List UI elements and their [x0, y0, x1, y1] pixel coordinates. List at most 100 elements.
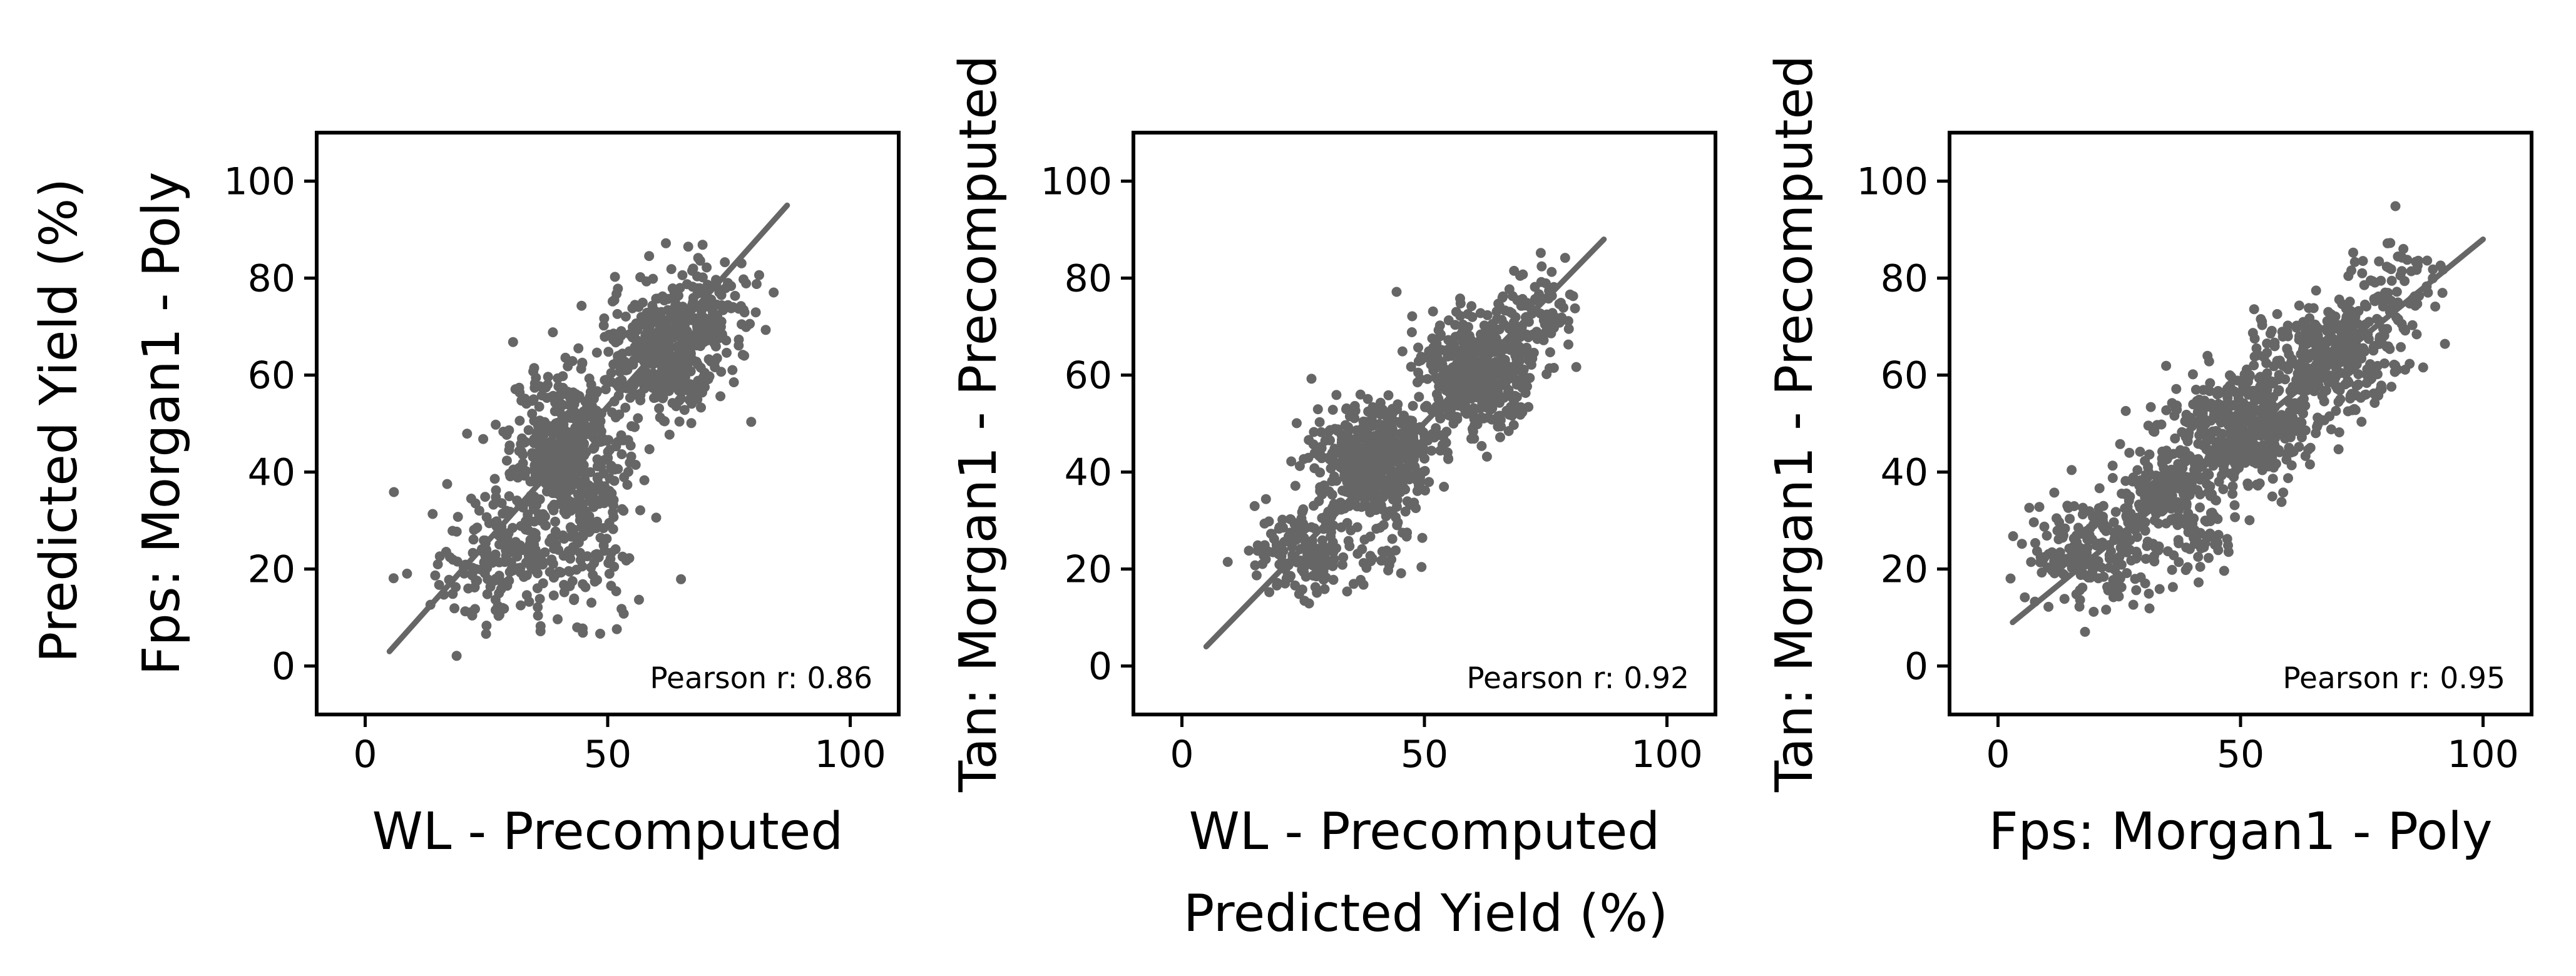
scatter-point [1329, 444, 1340, 454]
scatter-point [1301, 571, 1311, 582]
scatter-point [1312, 587, 1322, 598]
scatter-panel-1: 0 50 100 0 20 40 60 80 100 Pearson r: 0.86 WL - Pr… [132, 131, 901, 862]
scatter-point [2032, 546, 2042, 556]
scatter-point [488, 499, 499, 510]
scatter-point [1427, 429, 1438, 439]
y-axis-label: Fps: Morgan1 - Poly [132, 172, 192, 676]
scatter-point [547, 502, 558, 512]
scatter-point [691, 357, 702, 367]
scatter-point [1413, 367, 1424, 378]
scatter-point [2218, 484, 2229, 494]
scatter-point [2331, 380, 2341, 391]
scatter-point [490, 549, 501, 560]
scatter-point [1317, 535, 1327, 546]
scatter-point [2042, 531, 2052, 541]
scatter-point [2211, 495, 2221, 506]
scatter-point [1377, 491, 1388, 501]
scatter-point [702, 262, 712, 273]
scatter-point [2251, 343, 2262, 353]
scatter-point [594, 421, 605, 432]
scatter-point [631, 337, 642, 347]
scatter-point [2121, 511, 2132, 521]
scatter-point [1387, 534, 1398, 544]
scatter-point [555, 419, 566, 429]
scatter-point [1398, 482, 1409, 492]
scatter-point [1393, 454, 1404, 465]
scatter-point [1492, 313, 1503, 324]
scatter-point [1550, 312, 1560, 322]
scatter-point [2195, 562, 2205, 572]
scatter-point [1474, 347, 1485, 357]
scatter-point [2341, 303, 2351, 314]
y-tick-label: 100 [223, 160, 295, 204]
scatter-point [1244, 546, 1254, 556]
scatter-point [1250, 560, 1260, 571]
scatter-point [2193, 439, 2204, 449]
scatter-point [2222, 393, 2233, 403]
scatter-point [532, 568, 543, 579]
scatter-point [533, 611, 543, 621]
scatter-point [578, 579, 588, 589]
scatter-point [1308, 439, 1319, 450]
scatter-point [514, 546, 525, 556]
scatter-point [635, 272, 646, 282]
scatter-point [548, 327, 558, 338]
scatter-point [523, 425, 534, 435]
y-tick-label: 100 [1040, 160, 1112, 204]
scatter-point [2230, 512, 2241, 522]
scatter-point [1338, 552, 1349, 562]
scatter-point [2440, 338, 2450, 349]
scatter-point [2370, 363, 2381, 374]
scatter-point [1527, 353, 1538, 363]
scatter-point [2290, 419, 2301, 429]
scatter-point [2233, 394, 2244, 404]
scatter-point [1406, 327, 1417, 337]
scatter-point [2249, 304, 2259, 315]
scatter-point [650, 306, 660, 316]
scatter-point [2430, 302, 2441, 312]
scatter-point [442, 479, 452, 489]
scatter-point [526, 546, 536, 556]
scatter-point [1416, 562, 1427, 572]
scatter-point [1413, 342, 1423, 353]
scatter-point [730, 290, 740, 301]
scatter-point [501, 506, 511, 516]
scatter-point [2049, 487, 2060, 498]
scatter-point [2341, 311, 2352, 322]
scatter-point [462, 429, 473, 439]
scatter-point [651, 390, 662, 401]
scatter-point [1451, 348, 1461, 359]
scatter-point [1264, 587, 1275, 597]
scatter-point [2065, 514, 2075, 524]
scatter-point [550, 397, 561, 408]
scatter-point [615, 350, 625, 360]
scatter-point [1472, 419, 1483, 430]
scatter-point [1352, 522, 1362, 532]
scatter-point [2202, 479, 2212, 489]
scatter-point [601, 375, 611, 385]
scatter-point [2091, 540, 2102, 551]
scatter-point [1508, 394, 1518, 404]
scatter-point [2005, 573, 2016, 584]
scatter-point [610, 464, 620, 475]
scatter-point [581, 447, 591, 457]
scatter-point [1309, 427, 1319, 437]
scatter-point [2428, 264, 2438, 275]
scatter-point [480, 492, 491, 502]
scatter-point [2047, 547, 2057, 557]
scatter-point [1412, 485, 1423, 496]
scatter-point [1294, 589, 1304, 599]
scatter-point [2059, 594, 2070, 604]
scatter-point [663, 293, 673, 304]
scatter-point [1382, 481, 1392, 492]
scatter-point [2188, 526, 2199, 537]
scatter-point [2184, 427, 2194, 438]
scatter-point [1337, 559, 1347, 570]
scatter-point [2386, 382, 2397, 392]
scatter-point [686, 418, 697, 429]
scatter-point [1257, 559, 1268, 569]
scatter-point [1249, 501, 1260, 511]
scatter-point [2276, 410, 2287, 420]
scatter-point [2304, 303, 2314, 313]
